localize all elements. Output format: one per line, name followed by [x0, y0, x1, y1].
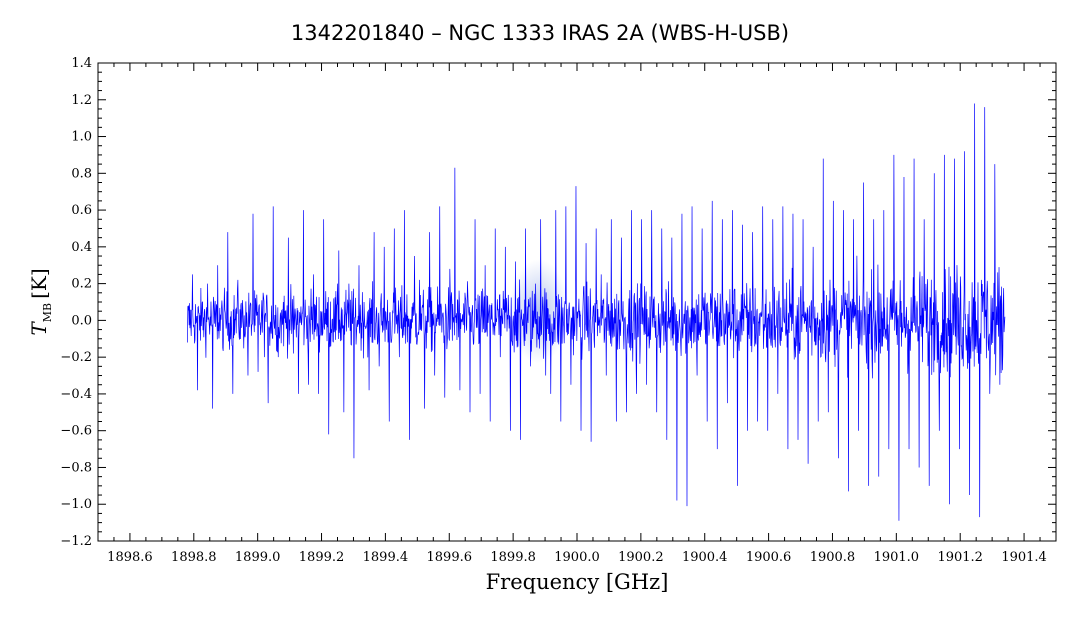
y-tick-label: 0.4	[71, 240, 92, 255]
x-tick-label: 1900.4	[682, 550, 728, 565]
x-tick-label: 1898.6	[107, 550, 153, 565]
y-tick-label: 0.8	[71, 166, 92, 181]
y-tick-label: −0.2	[60, 350, 92, 365]
x-tick-label: 1900.0	[554, 550, 600, 565]
y-tick-label: 1.2	[71, 93, 92, 108]
x-tick-label: 1900.6	[746, 550, 792, 565]
x-tick-label: 1899.2	[299, 550, 345, 565]
x-tick-label: 1900.2	[618, 550, 664, 565]
y-axis-subscript: MB	[41, 303, 54, 322]
axis-ticks: 1898.6 1898.8 1899.0 1899.2 1899.4 1899.6 1899…	[60, 56, 1057, 565]
x-tick-label: 1899.8	[490, 550, 536, 565]
y-tick-label: 0.6	[71, 203, 92, 218]
y-tick-label: 0.0	[71, 313, 92, 328]
x-tick-label: 1899.0	[235, 550, 281, 565]
x-tick-label: 1900.8	[810, 550, 856, 565]
x-tick-label: 1898.8	[171, 550, 217, 565]
y-tick-label: −0.4	[60, 387, 92, 402]
y-axis-unit: [K]	[27, 268, 51, 299]
x-axis-label: Frequency [GHz]	[486, 570, 669, 594]
y-tick-label: −0.6	[60, 424, 92, 439]
data-layer	[187, 103, 1006, 521]
x-tick-label: 1899.4	[363, 550, 409, 565]
chart-title: 1342201840 – NGC 1333 IRAS 2A (WBS-H-USB…	[291, 21, 789, 45]
y-tick-label: −1.0	[60, 497, 92, 512]
x-tick-label: 1899.6	[427, 550, 473, 565]
y-axis-label: TMB [K]	[27, 268, 54, 335]
x-tick-label: 1901.0	[874, 550, 920, 565]
y-tick-label: −0.8	[60, 460, 92, 475]
spectrum-line	[187, 103, 1006, 521]
y-tick-label: 1.0	[71, 130, 92, 145]
y-tick-label: −1.2	[60, 534, 92, 549]
y-axis-symbol: T	[27, 321, 51, 336]
x-tick-label: 1901.2	[937, 550, 983, 565]
plot-frame	[97, 62, 1057, 542]
y-tick-label: 1.4	[71, 56, 92, 71]
y-tick-label: 0.2	[71, 277, 92, 292]
x-tick-label: 1901.4	[1001, 550, 1047, 565]
